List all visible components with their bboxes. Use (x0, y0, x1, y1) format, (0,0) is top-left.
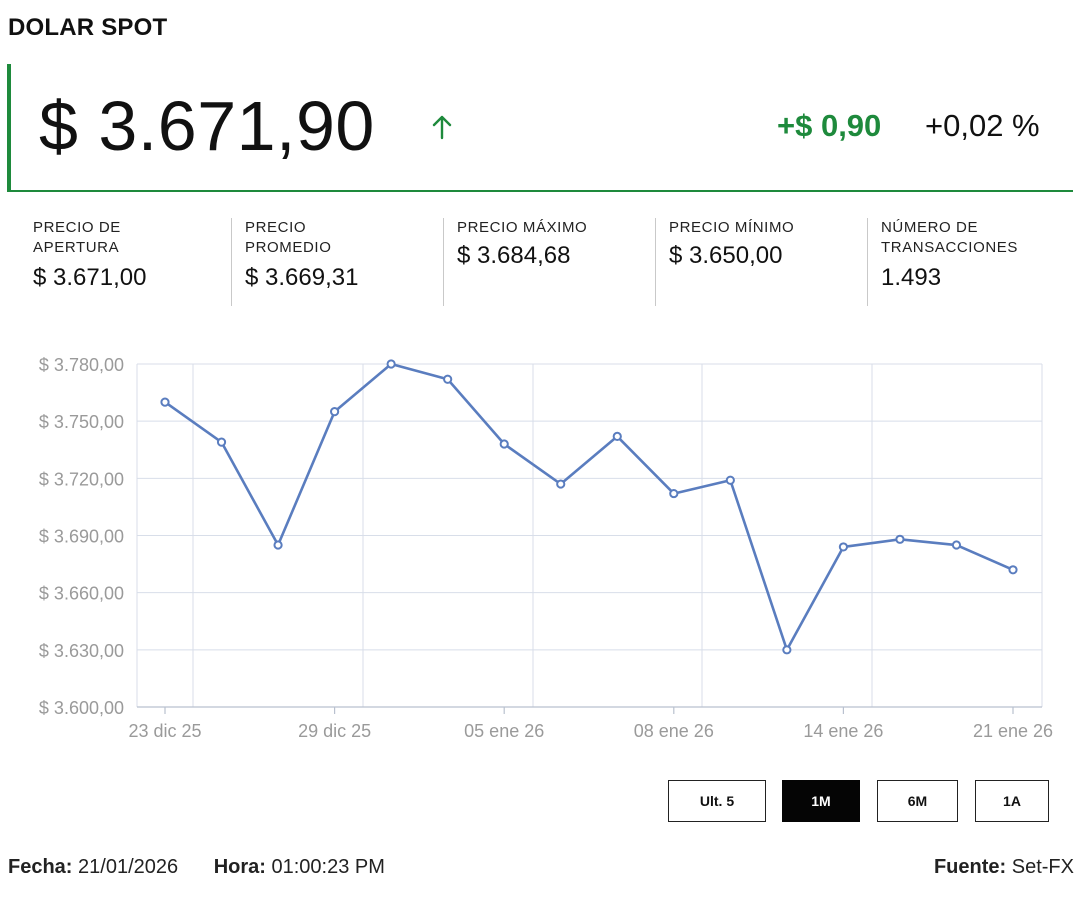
source-value: Set-FX (1011, 856, 1074, 878)
footer: Fecha: 21/01/2026 Hora: 01:00:23 PM Fuen… (8, 856, 1074, 879)
stat-average-price: PRECIO PROMEDIO $ 3.669,31 (232, 218, 444, 306)
stat-min-price: PRECIO MÍNIMO $ 3.650,00 (656, 218, 868, 306)
stat-max-price: PRECIO MÁXIMO $ 3.684,68 (444, 218, 656, 306)
stat-label: PRECIO MÁXIMO (457, 219, 588, 236)
footer-left: Fecha: 21/01/2026 Hora: 01:00:23 PM (8, 856, 1074, 879)
range-button-6m[interactable]: 6M (877, 780, 958, 822)
stats-row: PRECIO DE APERTURA $ 3.671,00 PRECIO PRO… (20, 218, 1080, 308)
data-point (443, 374, 453, 384)
data-point (273, 540, 283, 550)
data-point (216, 437, 227, 447)
data-point (499, 439, 509, 449)
y-tick-label: $ 3.600,00 (39, 698, 124, 718)
y-tick-label: $ 3.720,00 (39, 469, 124, 489)
time-info: Hora: 01:00:23 PM (214, 856, 385, 878)
data-point (386, 359, 396, 369)
data-point (1008, 565, 1018, 575)
price-chart[interactable]: $ 3.600,00 $ 3.630,00 $ 3.660,00 $ 3.690,00… (0, 340, 1080, 750)
price-value: $ 3.671,90 (39, 87, 375, 165)
source-info: Fuente: Set-FX (934, 856, 1074, 879)
data-point (330, 407, 340, 417)
stat-transactions: NÚMERO DE TRANSACCIONES 1.493 (868, 218, 1080, 306)
stat-opening-price: PRECIO DE APERTURA $ 3.671,00 (20, 218, 232, 306)
stat-label: NÚMERO DE TRANSACCIONES (881, 219, 1018, 256)
range-button-1m[interactable]: 1M (782, 780, 860, 822)
x-tick-label: 21 ene 26 (973, 721, 1053, 741)
data-point (556, 479, 566, 489)
x-tick-label: 29 dic 25 (298, 721, 371, 741)
y-tick-label: $ 3.780,00 (39, 355, 124, 375)
data-point (669, 488, 679, 499)
date-label: Fecha: (8, 856, 73, 878)
stat-label: PRECIO MÍNIMO (669, 219, 795, 236)
stat-value: $ 3.671,00 (33, 264, 147, 291)
x-tick-label: 08 ene 26 (634, 721, 714, 741)
source-label: Fuente: (933, 856, 1007, 878)
date-info: Fecha: 21/01/2026 (8, 856, 178, 878)
arrow-up-icon (432, 115, 452, 140)
range-button-1a[interactable]: 1A (975, 780, 1049, 822)
stat-label: PRECIO DE APERTURA (33, 219, 121, 256)
data-point (612, 431, 622, 442)
y-tick-label: $ 3.660,00 (39, 584, 124, 604)
x-tick-label: 23 dic 25 (128, 721, 201, 741)
stat-label: PRECIO PROMEDIO (245, 219, 332, 256)
data-point (782, 645, 792, 655)
change-percent: +0,02 % (925, 108, 1040, 143)
range-selector: Ult. 5 1M 6M 1A (0, 780, 1080, 824)
data-point (725, 475, 735, 485)
stat-value: $ 3.684,68 (457, 242, 571, 269)
data-point (838, 542, 849, 552)
data-point (951, 540, 962, 550)
change-absolute: +$ 0,90 (777, 108, 882, 143)
price-panel: $ 3.671,90 +$ 0,90 +0,02 % (7, 64, 1073, 192)
time-label: Hora: (213, 856, 266, 878)
page-title: DOLAR SPOT (8, 14, 168, 41)
time-value: 01:00:23 PM (271, 856, 385, 878)
x-tick-label: 14 ene 26 (803, 721, 883, 741)
y-tick-label: $ 3.690,00 (39, 527, 124, 547)
series-line (164, 362, 1014, 652)
stat-value: 1.493 (881, 264, 942, 291)
y-tick-label: $ 3.750,00 (39, 412, 124, 432)
range-button-ult5[interactable]: Ult. 5 (668, 780, 766, 822)
stat-value: $ 3.669,31 (245, 264, 359, 291)
stat-value: $ 3.650,00 (669, 242, 783, 269)
date-value: 21/01/2026 (78, 856, 179, 878)
data-point (160, 397, 170, 407)
x-tick-label: 05 ene 26 (464, 721, 544, 741)
data-point (895, 534, 905, 544)
y-tick-label: $ 3.630,00 (39, 641, 124, 661)
line-chart-svg[interactable]: $ 3.600,00 $ 3.630,00 $ 3.660,00 $ 3.690,00… (0, 340, 1080, 750)
